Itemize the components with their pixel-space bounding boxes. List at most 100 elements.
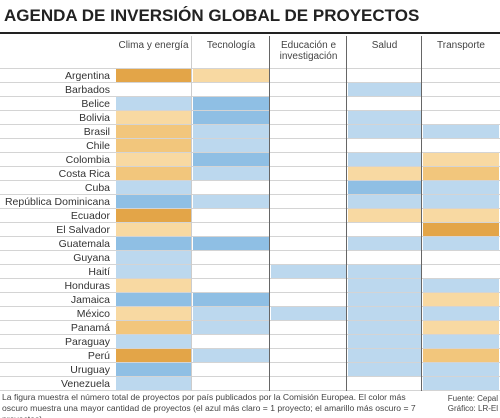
row-label: Perú xyxy=(87,350,110,362)
cell xyxy=(193,139,269,152)
cell xyxy=(348,335,421,348)
cell xyxy=(116,237,191,250)
row-line xyxy=(0,306,500,307)
cell xyxy=(271,209,346,222)
cell xyxy=(193,307,269,320)
cell xyxy=(423,335,499,348)
cell xyxy=(193,321,269,334)
column-header: Tecnología xyxy=(206,40,256,51)
cell xyxy=(423,321,499,334)
cell xyxy=(348,251,421,264)
cell xyxy=(271,223,346,236)
cell xyxy=(423,97,499,110)
cell xyxy=(193,265,269,278)
row-line xyxy=(0,180,500,181)
cell xyxy=(348,195,421,208)
cell xyxy=(193,181,269,194)
column-header: Salud xyxy=(371,40,398,51)
row-line xyxy=(0,278,500,279)
cell xyxy=(193,209,269,222)
cell xyxy=(271,83,346,96)
row-line xyxy=(0,264,500,265)
cell xyxy=(348,279,421,292)
cell xyxy=(116,321,191,334)
cell xyxy=(271,111,346,124)
cell xyxy=(423,125,499,138)
cell xyxy=(348,237,421,250)
row-line xyxy=(0,96,500,97)
cell xyxy=(116,251,191,264)
cell xyxy=(423,139,499,152)
row-label: Guatemala xyxy=(58,238,110,250)
cell xyxy=(116,307,191,320)
cell xyxy=(423,195,499,208)
cell xyxy=(423,279,499,292)
column-divider xyxy=(346,36,347,391)
cell xyxy=(116,349,191,362)
column-header: Educación e investigación xyxy=(279,40,338,62)
row-label: México xyxy=(76,308,110,320)
row-label: Argentina xyxy=(65,70,110,82)
cell xyxy=(348,321,421,334)
cell xyxy=(423,167,499,180)
column-divider xyxy=(191,36,192,391)
row-label: Panamá xyxy=(70,322,110,334)
column-header: Transporte xyxy=(437,40,485,51)
cell xyxy=(193,349,269,362)
cell xyxy=(271,321,346,334)
cell xyxy=(193,223,269,236)
row-line xyxy=(0,124,500,125)
cell xyxy=(116,209,191,222)
cell xyxy=(271,293,346,306)
cell xyxy=(271,349,346,362)
cell xyxy=(116,69,191,82)
cell xyxy=(348,349,421,362)
row-line xyxy=(0,292,500,293)
row-line xyxy=(0,250,500,251)
cell xyxy=(348,167,421,180)
cell xyxy=(348,139,421,152)
row-line xyxy=(0,82,500,83)
row-line xyxy=(0,222,500,223)
cell xyxy=(271,69,346,82)
column-divider xyxy=(421,36,422,391)
cell xyxy=(116,167,191,180)
cell xyxy=(271,363,346,376)
cell xyxy=(271,335,346,348)
cell xyxy=(423,237,499,250)
cell xyxy=(423,377,499,390)
cell xyxy=(193,111,269,124)
row-line xyxy=(0,152,500,153)
row-line xyxy=(0,320,500,321)
cell xyxy=(348,307,421,320)
cell xyxy=(271,237,346,250)
cell xyxy=(193,153,269,166)
cell xyxy=(423,69,499,82)
row-label: Chile xyxy=(86,140,110,152)
cell xyxy=(193,195,269,208)
cell xyxy=(116,125,191,138)
cell xyxy=(423,349,499,362)
row-line xyxy=(0,390,500,391)
row-line xyxy=(0,68,500,69)
row-line xyxy=(0,166,500,167)
title-rule xyxy=(0,32,500,34)
cell xyxy=(271,181,346,194)
cell xyxy=(193,251,269,264)
row-line xyxy=(0,376,500,377)
cell xyxy=(348,111,421,124)
cell xyxy=(348,209,421,222)
row-label: Jamaica xyxy=(70,294,110,306)
row-line xyxy=(0,236,500,237)
cell xyxy=(423,293,499,306)
note: La figura muestra el número total de pro… xyxy=(2,392,416,418)
row-label: Colombia xyxy=(65,154,110,166)
cell xyxy=(348,181,421,194)
cell xyxy=(116,279,191,292)
row-label: Costa Rica xyxy=(58,168,110,180)
cell xyxy=(348,293,421,306)
cell xyxy=(116,181,191,194)
cell xyxy=(271,265,346,278)
row-label: Ecuador xyxy=(70,210,110,222)
